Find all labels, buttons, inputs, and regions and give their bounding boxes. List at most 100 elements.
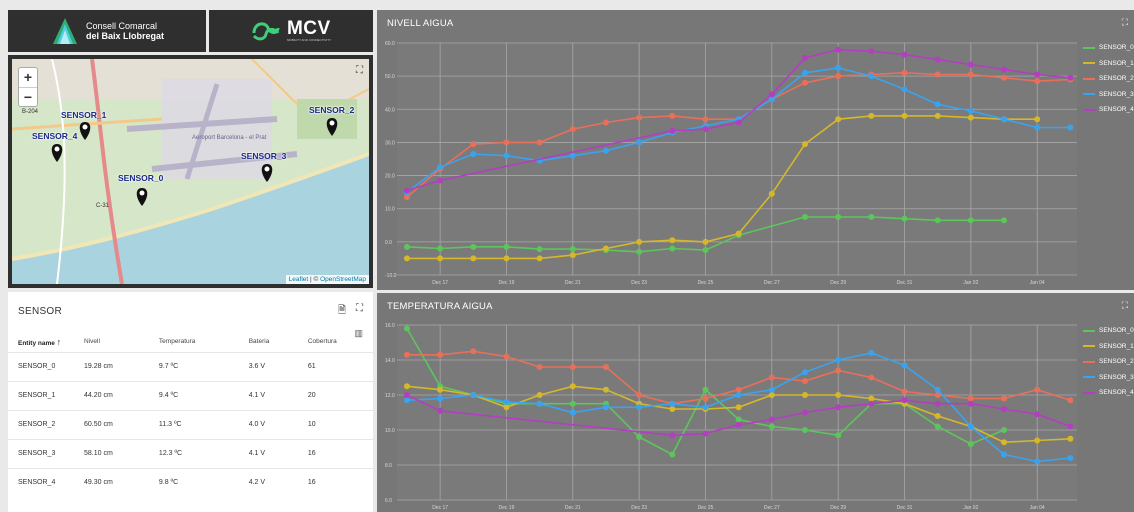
data-point[interactable] xyxy=(901,51,908,58)
data-point[interactable] xyxy=(1001,66,1008,73)
data-point[interactable] xyxy=(934,101,941,108)
data-point[interactable] xyxy=(735,392,742,398)
data-point[interactable] xyxy=(967,71,974,78)
data-point[interactable] xyxy=(470,348,477,355)
data-point[interactable] xyxy=(569,126,576,133)
data-point[interactable] xyxy=(636,238,643,245)
data-point[interactable] xyxy=(802,69,808,76)
data-point[interactable] xyxy=(802,141,808,148)
data-point[interactable] xyxy=(901,69,908,76)
data-point[interactable] xyxy=(967,423,974,430)
data-point[interactable] xyxy=(702,238,709,245)
data-point[interactable] xyxy=(636,392,643,398)
data-point[interactable] xyxy=(768,190,775,197)
legend-item[interactable]: SENSOR_1 xyxy=(1083,56,1134,72)
data-point[interactable] xyxy=(470,151,477,158)
data-point[interactable] xyxy=(470,141,477,148)
data-point[interactable] xyxy=(835,116,842,123)
data-point[interactable] xyxy=(735,416,742,423)
data-point[interactable] xyxy=(967,395,974,402)
data-point[interactable] xyxy=(437,351,444,358)
chart-fullscreen-icon[interactable]: ⛶ xyxy=(1121,17,1128,27)
data-point[interactable] xyxy=(669,406,676,412)
data-point[interactable] xyxy=(934,413,941,419)
legend-item[interactable]: SENSOR_4 xyxy=(1083,385,1134,401)
map-view[interactable]: B-204 C-31 Aeroport Barcelona - el Prat … xyxy=(12,59,369,284)
data-point[interactable] xyxy=(934,392,941,398)
data-point[interactable] xyxy=(868,400,875,407)
data-point[interactable] xyxy=(768,386,775,393)
data-point[interactable] xyxy=(835,367,842,374)
data-point[interactable] xyxy=(1001,439,1008,446)
data-point[interactable] xyxy=(901,215,908,222)
data-point[interactable] xyxy=(702,247,709,254)
data-point[interactable] xyxy=(569,246,576,253)
data-point[interactable] xyxy=(802,378,808,384)
data-point[interactable] xyxy=(1034,411,1041,418)
map-fullscreen-icon[interactable]: ⛶ xyxy=(356,65,363,76)
legend-item[interactable]: SENSOR_3 xyxy=(1083,87,1134,103)
data-point[interactable] xyxy=(437,245,444,252)
data-point[interactable] xyxy=(437,177,444,184)
column-header-entity-name[interactable]: Entity name ↑ xyxy=(8,332,74,352)
data-point[interactable] xyxy=(768,392,775,398)
data-point[interactable] xyxy=(669,400,676,407)
data-point[interactable] xyxy=(1034,71,1041,78)
column-header-bateria[interactable]: Bateria xyxy=(248,338,270,346)
data-point[interactable] xyxy=(437,255,444,262)
data-point[interactable] xyxy=(868,48,875,55)
data-point[interactable] xyxy=(636,248,643,255)
data-point[interactable] xyxy=(536,364,543,370)
series-sensor-3[interactable] xyxy=(403,350,1074,465)
data-point[interactable] xyxy=(437,386,444,393)
data-point[interactable] xyxy=(1001,451,1008,458)
data-point[interactable] xyxy=(868,214,875,220)
data-point[interactable] xyxy=(569,400,576,407)
data-point[interactable] xyxy=(1001,406,1008,412)
data-point[interactable] xyxy=(602,404,609,411)
data-point[interactable] xyxy=(901,388,908,395)
data-point[interactable] xyxy=(503,353,510,360)
data-point[interactable] xyxy=(1034,116,1041,123)
map-marker-sensor-0[interactable] xyxy=(136,188,148,206)
data-point[interactable] xyxy=(403,397,410,404)
table-row[interactable]: SENSOR_4 49.30 cm 9.8 ºC 4.2 V 16 xyxy=(8,467,373,497)
data-point[interactable] xyxy=(669,112,676,119)
series-sensor-0[interactable] xyxy=(403,214,1008,255)
data-point[interactable] xyxy=(868,112,875,119)
data-point[interactable] xyxy=(503,243,510,250)
data-point[interactable] xyxy=(835,73,842,80)
data-point[interactable] xyxy=(536,392,543,398)
data-point[interactable] xyxy=(403,194,410,201)
data-point[interactable] xyxy=(403,383,410,390)
data-point[interactable] xyxy=(768,91,775,98)
data-point[interactable] xyxy=(901,397,908,404)
data-point[interactable] xyxy=(768,374,775,381)
data-point[interactable] xyxy=(536,246,543,253)
legend-item[interactable]: SENSOR_4 xyxy=(1083,102,1134,118)
data-point[interactable] xyxy=(669,451,676,458)
data-point[interactable] xyxy=(636,434,643,440)
data-point[interactable] xyxy=(934,386,941,393)
data-point[interactable] xyxy=(901,362,908,369)
data-point[interactable] xyxy=(1067,397,1074,404)
legend-item[interactable]: SENSOR_1 xyxy=(1083,339,1134,355)
table-row[interactable]: SENSOR_1 44.20 cm 9.4 ºC 4.1 V 20 xyxy=(8,380,373,410)
series-sensor-4[interactable] xyxy=(403,46,1074,194)
data-point[interactable] xyxy=(735,404,742,411)
data-point[interactable] xyxy=(934,400,941,407)
data-point[interactable] xyxy=(503,152,510,159)
data-point[interactable] xyxy=(835,404,842,411)
legend-item[interactable]: SENSOR_2 xyxy=(1083,354,1134,370)
data-point[interactable] xyxy=(868,374,875,381)
data-point[interactable] xyxy=(403,325,410,332)
data-point[interactable] xyxy=(437,407,444,414)
data-point[interactable] xyxy=(702,126,709,133)
data-point[interactable] xyxy=(1001,217,1008,224)
column-header-cobertura[interactable]: Cobertura xyxy=(307,338,337,346)
data-point[interactable] xyxy=(835,46,842,53)
data-point[interactable] xyxy=(967,400,974,407)
legend-item[interactable]: SENSOR_0 xyxy=(1083,323,1134,339)
data-point[interactable] xyxy=(901,112,908,119)
column-header-temperatura[interactable]: Temperatura xyxy=(158,338,196,346)
